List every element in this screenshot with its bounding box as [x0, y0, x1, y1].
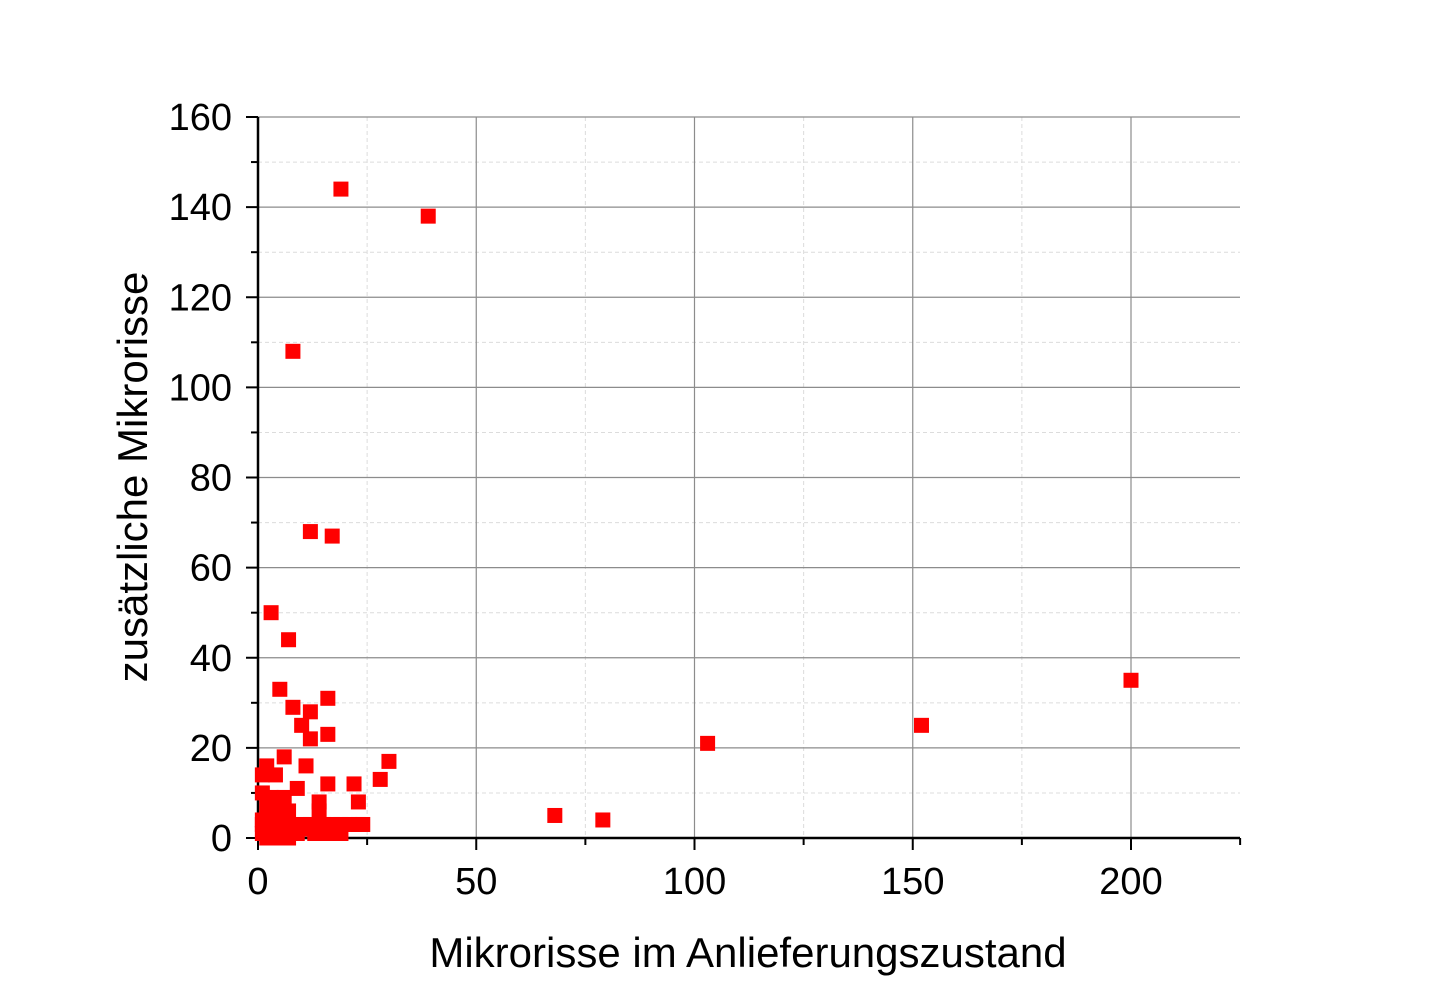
x-tick-label: 200: [1099, 861, 1162, 903]
data-point: [281, 830, 297, 846]
y-tick-label: 20: [190, 728, 232, 770]
data-point: [289, 780, 305, 796]
y-tick-label: 60: [190, 548, 232, 590]
data-point: [285, 343, 301, 359]
data-point: [346, 776, 362, 792]
data-point: [276, 749, 292, 765]
data-point: [281, 632, 297, 648]
data-point: [294, 717, 310, 733]
data-point: [267, 798, 283, 814]
data-point: [320, 776, 336, 792]
data-point: [259, 830, 275, 846]
data-point: [350, 794, 366, 810]
data-points: [254, 181, 1139, 846]
data-point: [320, 726, 336, 742]
data-point: [700, 735, 716, 751]
x-tick-label: 100: [663, 861, 726, 903]
grid: [258, 116, 1240, 838]
data-point: [311, 803, 327, 819]
data-point: [267, 767, 283, 783]
data-point: [302, 524, 318, 540]
y-axis-label: zusätzliche Mikrorisse: [109, 272, 156, 683]
data-point: [324, 528, 340, 544]
x-tick-label: 0: [247, 861, 268, 903]
data-point: [298, 758, 314, 774]
x-tick-label: 150: [881, 861, 944, 903]
data-point: [307, 825, 323, 841]
x-axis-label: Mikrorisse im Anlieferungszustand: [429, 929, 1066, 976]
data-point: [302, 731, 318, 747]
y-tick-label: 160: [169, 97, 232, 139]
data-point: [320, 825, 336, 841]
x-tick-label: 50: [455, 861, 497, 903]
data-point: [1123, 672, 1139, 688]
data-point: [333, 825, 349, 841]
y-tick-label: 80: [190, 458, 232, 500]
data-point: [333, 181, 349, 197]
ticks: 0 50 100 150 200 0 20 40 60 80 100 120 140 160: [169, 97, 1242, 903]
y-tick-label: 120: [169, 277, 232, 319]
data-point: [320, 690, 336, 706]
y-tick-label: 40: [190, 638, 232, 680]
data-point: [272, 681, 288, 697]
data-point: [254, 767, 270, 783]
data-point: [381, 753, 397, 769]
data-point: [913, 717, 929, 733]
data-point: [372, 771, 388, 787]
data-point: [595, 812, 611, 828]
data-point: [355, 816, 371, 832]
y-tick-label: 100: [169, 367, 232, 409]
data-point: [547, 807, 563, 823]
y-tick-label: 0: [211, 818, 232, 860]
data-point: [420, 208, 436, 224]
y-tick-label: 140: [169, 187, 232, 229]
data-point: [302, 704, 318, 720]
data-point: [285, 699, 301, 715]
data-point: [263, 605, 279, 621]
